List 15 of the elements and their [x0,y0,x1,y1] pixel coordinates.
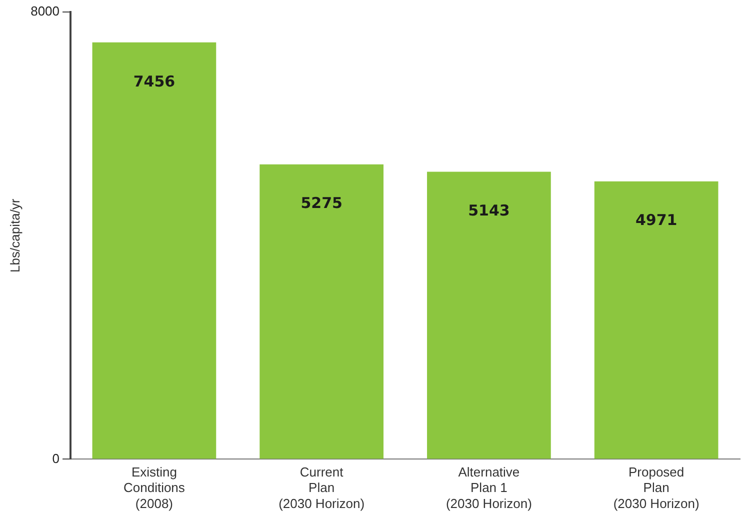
data-label: 4971 [635,211,678,230]
x-tick-label: Existing Conditions (2008) [123,464,186,511]
x-tick-label: Current Plan (2030 Horizon) [278,464,365,511]
y-tick-label: 0 [52,450,60,466]
bar [427,172,551,459]
x-tick-label: Proposed Plan (2030 Horizon) [613,464,700,511]
data-label: 7456 [133,72,176,90]
x-tick-label: Alternative Plan 1 (2030 Horizon) [446,464,532,511]
data-label: 5275 [300,194,342,212]
y-axis-title: Lbs/capita/yr [7,198,22,272]
data-label: 5143 [468,202,510,220]
y-tick-label: 8000 [30,4,60,19]
bar [92,42,216,459]
bar [594,181,718,459]
bar [260,164,384,459]
